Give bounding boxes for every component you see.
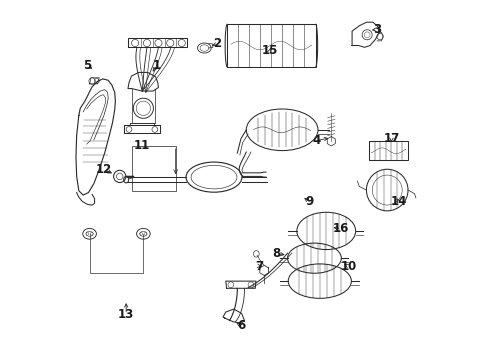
Text: 16: 16 bbox=[332, 222, 349, 235]
Text: 12: 12 bbox=[96, 163, 112, 176]
Text: 14: 14 bbox=[390, 195, 406, 208]
Text: 11: 11 bbox=[134, 139, 150, 152]
Text: 2: 2 bbox=[213, 37, 221, 50]
Text: 8: 8 bbox=[272, 247, 280, 260]
Text: 17: 17 bbox=[383, 132, 399, 145]
Bar bbox=[131, 146, 176, 191]
Text: 5: 5 bbox=[83, 59, 91, 72]
Text: 7: 7 bbox=[254, 260, 263, 273]
Polygon shape bbox=[125, 176, 134, 178]
Text: 9: 9 bbox=[305, 195, 312, 208]
Text: 6: 6 bbox=[236, 319, 244, 332]
Text: 3: 3 bbox=[372, 23, 381, 36]
Text: 13: 13 bbox=[118, 308, 134, 321]
Text: 4: 4 bbox=[311, 134, 320, 147]
Text: 10: 10 bbox=[340, 260, 356, 273]
Text: 15: 15 bbox=[261, 44, 277, 57]
Text: 1: 1 bbox=[152, 59, 161, 72]
